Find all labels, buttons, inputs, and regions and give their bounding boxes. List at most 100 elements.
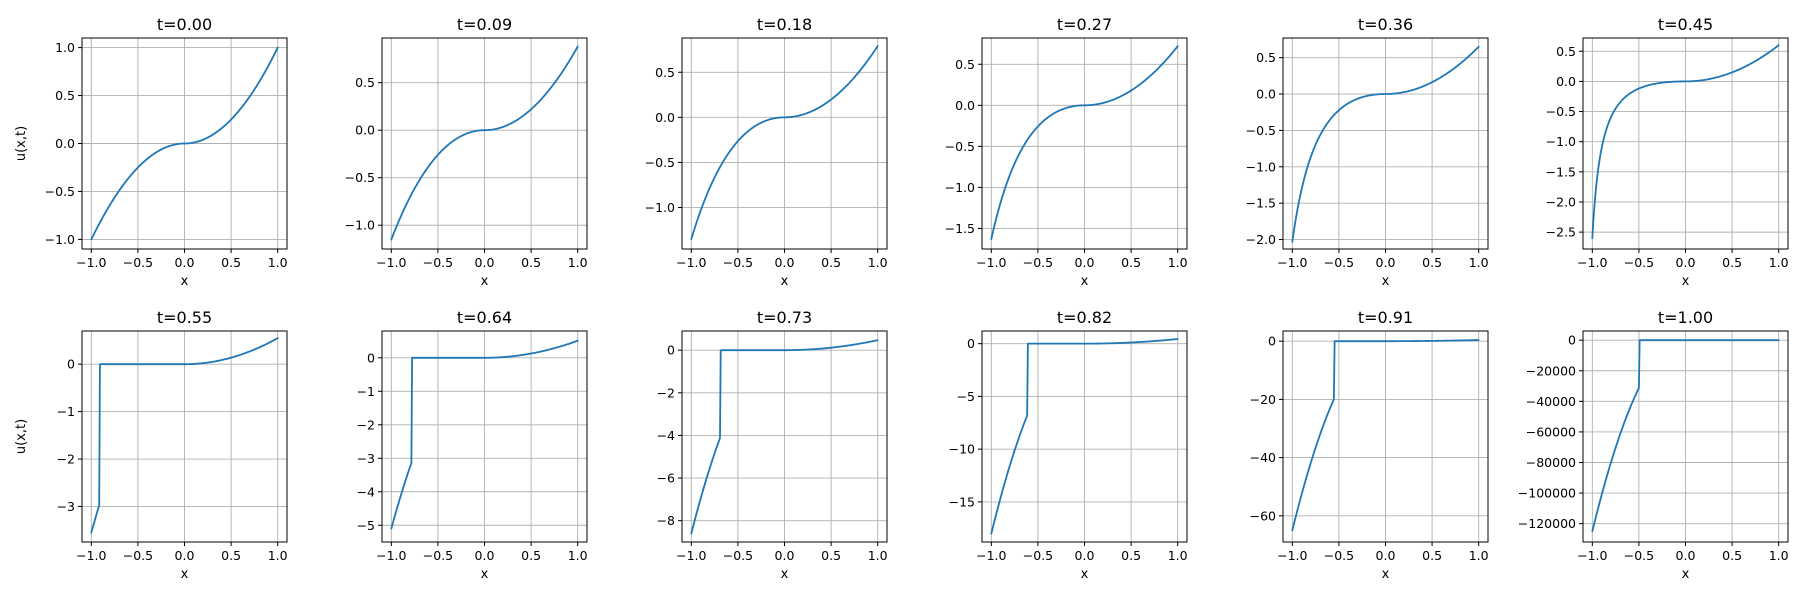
subplot-title: t=0.36: [1358, 15, 1413, 34]
x-tick-label: −0.5: [1023, 255, 1053, 270]
x-tick-label: 0.0: [1676, 548, 1696, 563]
x-tick-label: −0.5: [423, 255, 453, 270]
y-tick-label: −1: [357, 384, 375, 399]
y-tick-label: −2: [657, 385, 675, 400]
series-line: [1291, 339, 1480, 532]
series-line: [1591, 44, 1780, 240]
y-tick-label: −1.0: [1546, 134, 1576, 149]
y-tick-label: −1.0: [345, 218, 375, 233]
x-axis-label: x: [781, 274, 789, 289]
y-tick-label: 0.0: [1556, 74, 1576, 89]
x-tick-label: 0.5: [1722, 255, 1742, 270]
plot-area-frame: [1582, 37, 1789, 250]
x-axis-label: x: [781, 567, 789, 582]
subplot-9: −1.0 −0.5 0.0 0.5 1.0 −8 −6 −4 −2 0 t=0.73 x: [657, 308, 888, 582]
x-axis-label: x: [181, 274, 189, 289]
x-tick-label: −1.0: [76, 548, 106, 563]
x-tick-label: 0.5: [221, 255, 241, 270]
series-line: [690, 339, 879, 535]
x-tick-label: −0.5: [1324, 548, 1354, 563]
subplot-title: t=0.27: [1057, 15, 1112, 34]
subplot-title: t=0.82: [1057, 308, 1112, 327]
y-tick-label: −20000: [1526, 363, 1576, 378]
subplot-title: t=0.64: [457, 308, 512, 327]
y-tick-label: −1.0: [645, 200, 675, 215]
x-tick-label: 1.0: [1469, 548, 1489, 563]
x-tick-label: −1.0: [376, 548, 406, 563]
x-tick-label: −1.0: [976, 255, 1006, 270]
x-tick-label: 0.5: [1422, 548, 1442, 563]
x-tick-label: 1.0: [868, 255, 888, 270]
plot-area-frame: [681, 330, 888, 543]
x-tick-label: −0.5: [1624, 548, 1654, 563]
subplot-11: −1.0 −0.5 0.0 0.5 1.0 −60 −40 −20 0 t=0.91 x: [1250, 308, 1489, 582]
y-tick-label: 0.5: [55, 88, 75, 103]
x-tick-label: 0.5: [521, 255, 541, 270]
y-tick-label: −2.5: [1546, 225, 1576, 240]
y-tick-label: 0: [1568, 333, 1576, 348]
y-tick-label: −80000: [1526, 455, 1576, 470]
subplot-4: −1.0 −0.5 0.0 0.5 1.0 −1.5 −1.0 −0.5 0.0 0.5 t=0.2…: [945, 15, 1188, 289]
plot-area-frame: [1582, 330, 1789, 543]
x-axis-label: x: [481, 274, 489, 289]
y-tick-label: 0.0: [955, 98, 975, 113]
x-axis-label: x: [1081, 567, 1089, 582]
series-line: [990, 45, 1179, 241]
series-line: [90, 46, 279, 241]
x-tick-label: −1.0: [676, 255, 706, 270]
y-tick-label: −3: [57, 499, 75, 514]
y-tick-label: 0: [67, 357, 75, 372]
x-tick-label: −1.0: [1277, 255, 1307, 270]
y-axis-label: u(x,t): [14, 419, 29, 454]
y-tick-label: −6: [657, 471, 675, 486]
x-tick-label: −1.0: [976, 548, 1006, 563]
y-tick-label: −5: [957, 389, 975, 404]
x-tick-label: −0.5: [423, 548, 453, 563]
y-tick-label: −0.5: [645, 155, 675, 170]
x-tick-label: 0.0: [775, 548, 795, 563]
x-tick-label: 0.0: [1676, 255, 1696, 270]
subplot-title: t=0.55: [157, 308, 212, 327]
x-tick-label: 0.5: [1722, 548, 1742, 563]
y-tick-label: −1.5: [1246, 196, 1276, 211]
subplot-title: t=0.09: [457, 15, 512, 34]
x-tick-label: 1.0: [1168, 548, 1188, 563]
y-tick-label: −1.0: [1246, 159, 1276, 174]
y-tick-label: 0.0: [655, 110, 675, 125]
x-tick-label: 0.0: [475, 255, 495, 270]
x-tick-label: 0.0: [475, 548, 495, 563]
plot-area-frame: [1282, 330, 1489, 543]
x-tick-label: −0.5: [1624, 255, 1654, 270]
subplot-title: t=1.00: [1658, 308, 1713, 327]
x-axis-label: x: [1382, 567, 1390, 582]
series-line: [1291, 45, 1480, 243]
subplot-3: −1.0 −0.5 0.0 0.5 1.0 −1.0 −0.5 0.0 0.5 t=0.18 x: [645, 15, 888, 289]
subplot-7: −1.0 −0.5 0.0 0.5 1.0 −3 −2 −1 0 t=0.55 x u(x,t): [14, 308, 288, 582]
subplot-8: −1.0 −0.5 0.0 0.5 1.0 −5 −4 −3 −2 −1 0 t=0.64 x: [357, 308, 588, 582]
y-tick-label: −1: [57, 404, 75, 419]
x-tick-label: −1.0: [1277, 548, 1307, 563]
y-tick-label: −15: [949, 494, 975, 509]
y-tick-label: −2.0: [1546, 194, 1576, 209]
y-tick-label: 0.5: [955, 57, 975, 72]
x-tick-label: 0.5: [521, 548, 541, 563]
x-tick-label: 0.5: [821, 255, 841, 270]
x-tick-label: 1.0: [568, 548, 588, 563]
series-line: [990, 338, 1179, 535]
y-tick-label: −0.5: [945, 139, 975, 154]
y-tick-label: −1.5: [945, 221, 975, 236]
y-tick-label: 0.0: [355, 123, 375, 138]
y-tick-label: −0.5: [345, 170, 375, 185]
x-tick-label: −1.0: [676, 548, 706, 563]
y-tick-label: 0.5: [655, 65, 675, 80]
x-tick-label: 0.0: [1376, 255, 1396, 270]
y-tick-label: −60000: [1526, 424, 1576, 439]
y-tick-label: −8: [657, 513, 675, 528]
x-tick-label: −0.5: [723, 548, 753, 563]
y-tick-label: 1.0: [55, 40, 75, 55]
y-tick-label: 0.5: [355, 75, 375, 90]
x-tick-label: −1.0: [1577, 255, 1607, 270]
x-tick-label: −0.5: [123, 255, 153, 270]
x-tick-label: 1.0: [1769, 255, 1789, 270]
